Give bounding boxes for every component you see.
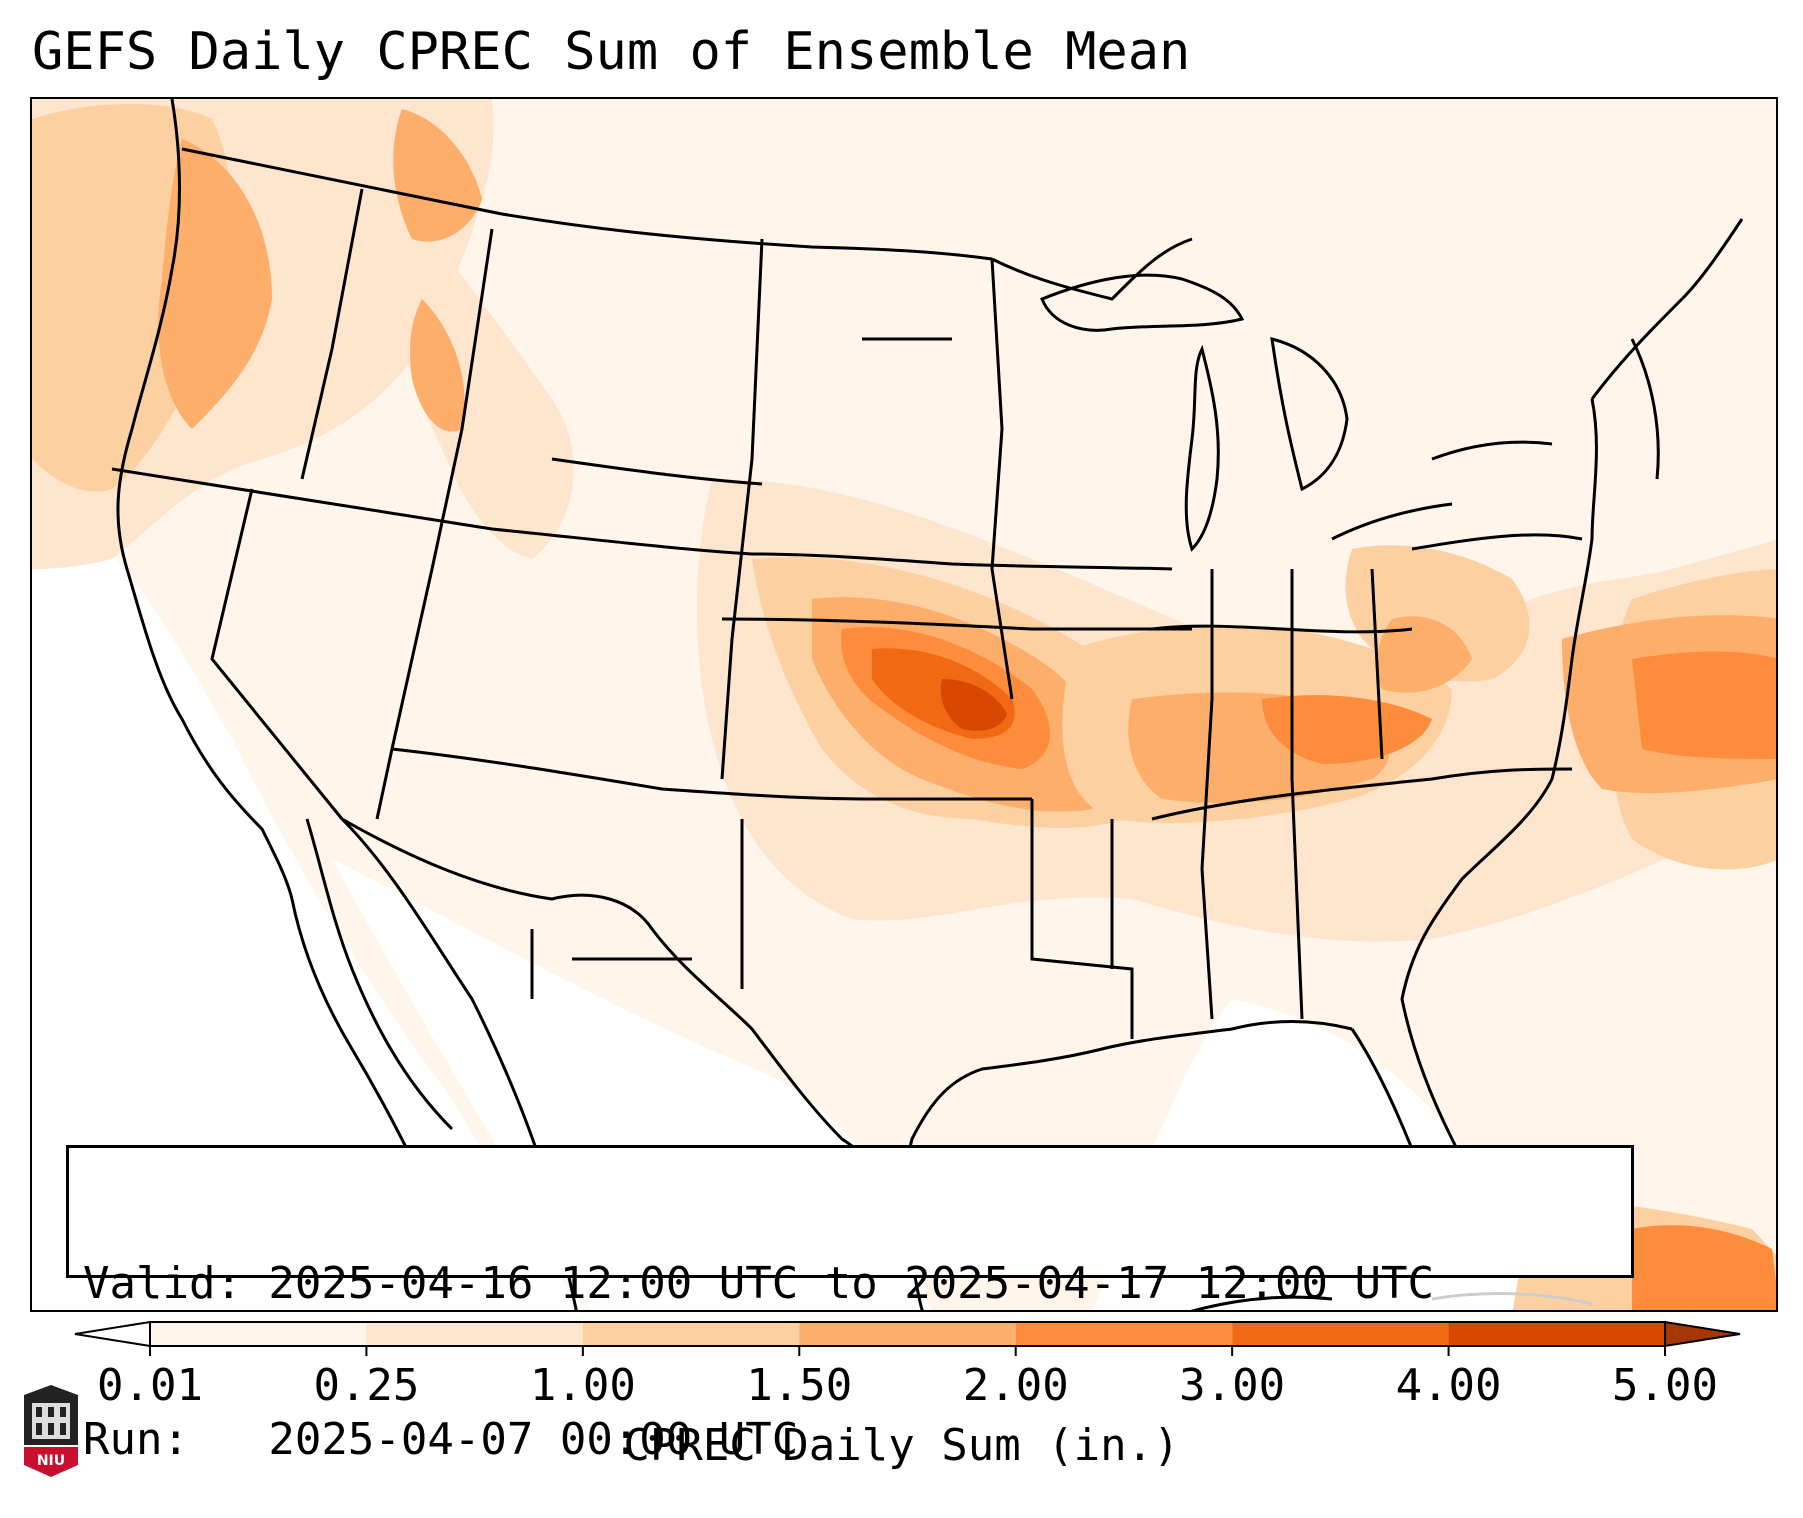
colorbar-segment [582,1322,800,1346]
colorbar-over-arrow [1664,1320,1741,1348]
colorbar-tick-label: 0.01 [97,1360,203,1411]
colorbar-tick-label: 1.00 [529,1360,636,1411]
colorbar-frame [149,1321,1666,1347]
colorbar-tick-label: 4.00 [1395,1360,1502,1411]
colorbar-segment [1015,1322,1233,1346]
colorbar-tick-label: 2.00 [962,1360,1069,1411]
svg-text:NIU: NIU [37,1453,65,1469]
colorbar-segment [366,1322,583,1346]
precipitation-map [32,99,1776,1310]
colorbar-segment [1232,1322,1449,1346]
colorbar-tick-label: 3.00 [1179,1360,1286,1411]
colorbar-under-arrow [74,1320,151,1348]
run-time-text: Run: 2025-04-07 00:00 UTC [83,1414,799,1465]
boundary-lines [111,99,1744,1310]
colorbar-segment [150,1322,367,1346]
colorbar-segment [1448,1322,1665,1346]
niu-logo-icon: NIU [24,1385,78,1477]
valid-time-text: Valid: 2025-04-16 12:00 UTC to 2025-04-1… [83,1258,1435,1309]
colorbar-segment [799,1322,1016,1346]
map-panel [30,97,1778,1312]
colorbar-tick-label: 1.50 [746,1360,853,1411]
colorbar-tick-label: 5.00 [1612,1360,1718,1411]
precip-shading [32,99,1776,1310]
colorbar-tick-label: 0.25 [313,1360,420,1411]
valid-run-info-box: Valid: 2025-04-16 12:00 UTC to 2025-04-1… [66,1145,1634,1465]
colorbar-label: CPREC Daily Sum (in.) [623,1420,1180,1471]
colorbar [74,1320,1741,1356]
map-title: GEFS Daily CPREC Sum of Ensemble Mean [32,22,1191,82]
